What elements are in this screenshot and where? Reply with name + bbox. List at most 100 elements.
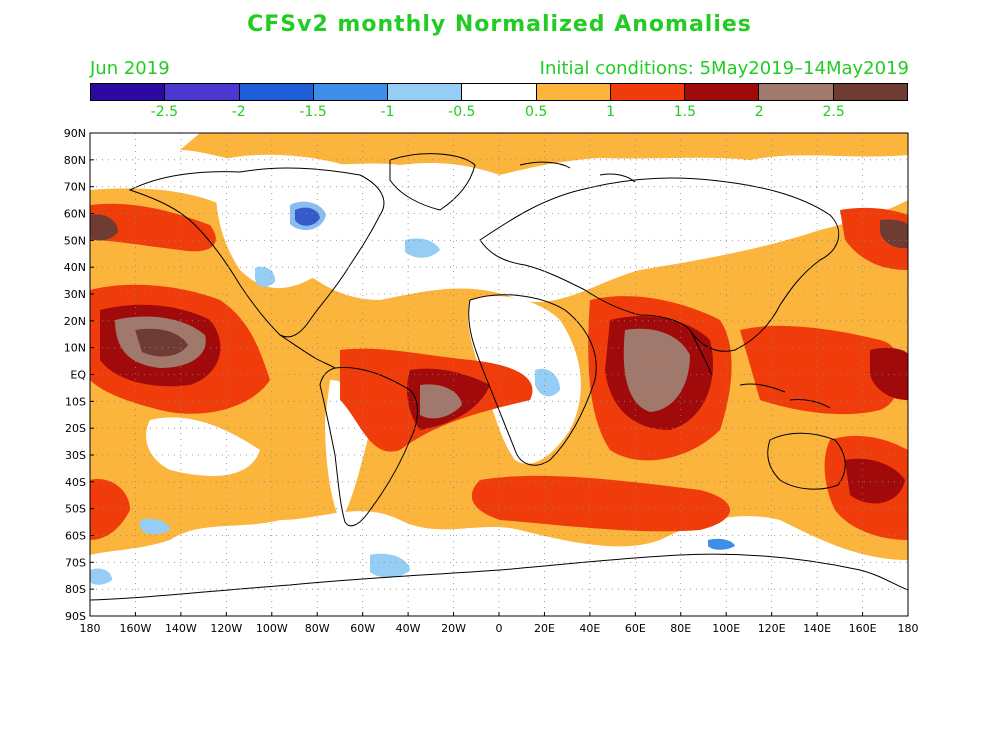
latitude-label: 40S xyxy=(65,476,86,489)
longitude-label: 120W xyxy=(210,622,242,635)
latitude-label: 80S xyxy=(65,583,86,596)
latitude-label: EQ xyxy=(70,369,86,382)
anomaly-red-npacific-north xyxy=(90,203,216,252)
longitude-label: 180 xyxy=(80,622,101,635)
colorbar xyxy=(90,83,908,101)
anomaly-darkred-spacific xyxy=(845,458,905,504)
latitude-label: 40N xyxy=(64,261,86,274)
colorbar-swatch xyxy=(388,84,463,100)
latitude-label: 50S xyxy=(65,503,86,516)
longitude-label: 60W xyxy=(350,622,375,635)
longitude-label: 180 xyxy=(898,622,919,635)
longitude-label: 140E xyxy=(803,622,831,635)
coast-eurasia xyxy=(479,177,840,352)
anomaly-brown-atlantic xyxy=(420,384,462,419)
longitude-label: 20W xyxy=(441,622,466,635)
latitude-label: 80N xyxy=(64,154,86,167)
latitude-label: 10S xyxy=(65,395,86,408)
latitude-label: 90S xyxy=(65,610,86,623)
longitude-label: 100W xyxy=(256,622,288,635)
colorbar-swatch xyxy=(833,84,907,100)
anomaly-neutral-pacific-s xyxy=(146,417,260,476)
colorbar-swatch xyxy=(165,84,240,100)
longitude-label: 40E xyxy=(579,622,600,635)
anomaly-brown-npacific-w xyxy=(90,214,118,241)
anomaly-lightblue-samsoc xyxy=(90,568,112,585)
colorbar-swatch xyxy=(239,84,314,100)
latitude-label: 20N xyxy=(64,315,86,328)
longitude-label: 160W xyxy=(120,622,152,635)
latitude-label: 30N xyxy=(64,288,86,301)
latitude-label: 30S xyxy=(65,449,86,462)
colorbar-swatch xyxy=(462,84,537,100)
anomaly-darkbrown-npacific xyxy=(135,328,188,357)
latitude-label: 90N xyxy=(64,127,86,140)
colorbar-tick-label: -1 xyxy=(380,104,395,120)
anomaly-lightblue-antarctic xyxy=(370,553,410,578)
grid-dots xyxy=(90,133,908,616)
coast-australia xyxy=(767,432,846,490)
latitude-label: 60N xyxy=(64,208,86,221)
anomaly-red-spacific-w xyxy=(90,479,130,540)
coast-greenland xyxy=(389,153,476,211)
anomaly-lightblue-atlantic xyxy=(405,238,440,258)
longitude-label: 60E xyxy=(625,622,646,635)
colorbar-tick-label: 0.5 xyxy=(525,104,548,120)
longitude-label: 120E xyxy=(758,622,786,635)
anomaly-red-southern xyxy=(471,475,730,532)
coast-africa xyxy=(468,294,597,466)
anomaly-blue-antarctic xyxy=(708,538,735,550)
coast-antarctica xyxy=(90,553,908,601)
anomaly-blue-hudson-ring xyxy=(290,201,326,231)
colorbar-swatch xyxy=(685,84,760,100)
coast-arctic-islands xyxy=(519,161,636,183)
latitude-axis: 90N 80N 70N 60N 50N 40N 30N 20N 10N EQ 10S 20S 30S 40… xyxy=(64,127,94,623)
anomaly-neutral-eurasia xyxy=(509,170,780,250)
coast-central-america xyxy=(279,334,336,369)
coast-south-america xyxy=(319,366,418,527)
anomaly-lightblue-namerica xyxy=(255,266,276,287)
longitude-axis: 180 160W 140W 120W 100W 80W 60W 40W 20W 0 20E 40E 60… xyxy=(80,612,919,635)
anomaly-orange-arctic xyxy=(180,133,908,175)
latitude-label: 70S xyxy=(65,556,86,569)
longitude-label: 100E xyxy=(712,622,740,635)
colorbar-swatch xyxy=(91,84,166,100)
colorbar-tick-label: -1.5 xyxy=(299,104,327,120)
colorbar-swatch xyxy=(313,84,389,100)
colorbar-swatch xyxy=(759,84,834,100)
colorbar-swatch xyxy=(610,84,686,100)
latitude-label: 70N xyxy=(64,181,86,194)
anomaly-neutral-south xyxy=(90,560,908,616)
colorbar-tick-label: 1.5 xyxy=(673,104,697,120)
colorbar-tick-label: -0.5 xyxy=(448,104,476,120)
anomaly-brown-npacific-e xyxy=(880,219,908,249)
anomaly-brown-indian xyxy=(623,328,690,412)
anomaly-lightblue-spacific xyxy=(140,518,170,535)
coast-india xyxy=(689,329,713,376)
coastlines xyxy=(90,153,908,601)
colorbar-tick-label: 1 xyxy=(606,104,615,120)
forecast-month: Jun 2019 xyxy=(90,58,170,79)
map-title: CFSv2 monthly Normalized Anomalies xyxy=(247,12,752,37)
colorbar-tick-label: 2.5 xyxy=(822,104,845,120)
longitude-label: 160E xyxy=(849,622,877,635)
colorbar-swatch xyxy=(536,84,611,100)
latitude-label: 20S xyxy=(65,422,86,435)
longitude-label: 80E xyxy=(670,622,691,635)
colorbar-tick-label: -2 xyxy=(231,104,246,120)
initial-conditions: Initial conditions: 5May2019–14May2019 xyxy=(539,58,909,79)
longitude-label: 0 xyxy=(496,622,503,635)
latitude-label: 10N xyxy=(64,342,86,355)
coast-north-america xyxy=(128,167,385,338)
longitude-label: 40W xyxy=(396,622,421,635)
longitude-label: 80W xyxy=(305,622,330,635)
anomaly-lightblue-africa xyxy=(535,368,560,397)
longitude-label: 20E xyxy=(534,622,555,635)
latitude-label: 50N xyxy=(64,234,86,247)
coast-indonesia xyxy=(739,383,831,409)
colorbar-tick-label: 2 xyxy=(754,104,764,120)
colorbar-tick-label: -2.5 xyxy=(150,104,179,120)
longitude-label: 140W xyxy=(165,622,197,635)
anomaly-darkred-wpacific xyxy=(870,347,908,400)
